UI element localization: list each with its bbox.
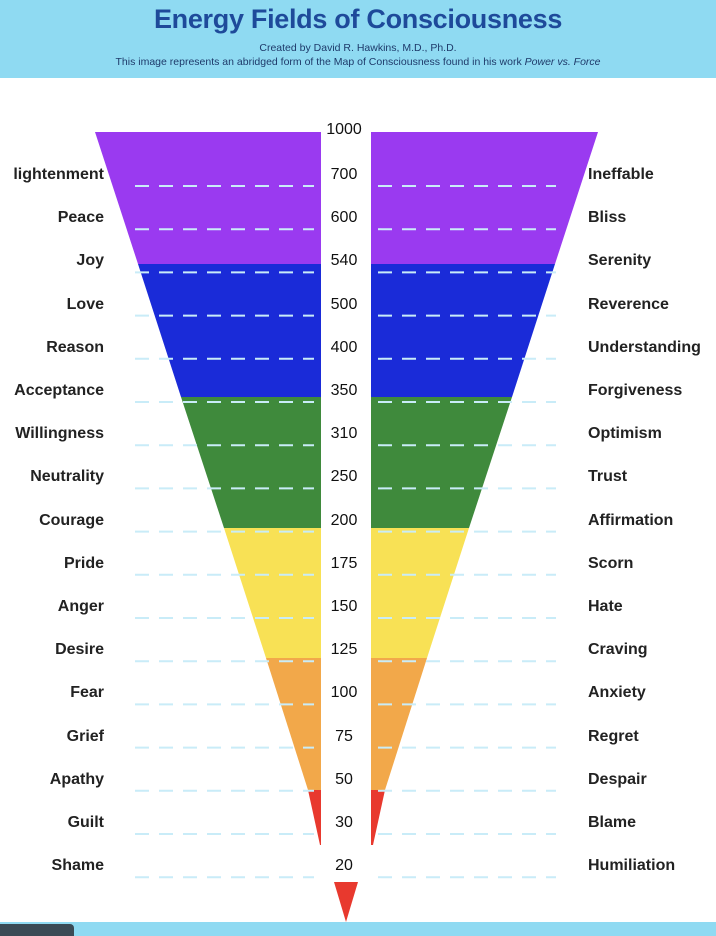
level-label-left: Reason [46, 338, 104, 356]
level-label-left: Anger [57, 598, 104, 615]
level-label-left: Courage [39, 511, 104, 529]
level-value: 250 [330, 468, 358, 486]
level-value: 500 [330, 295, 358, 313]
band-orange-left [266, 658, 321, 790]
level-label-left: Joy [76, 252, 104, 270]
band-purple-left [95, 132, 321, 264]
note-work-title: Power vs. Force [524, 56, 601, 68]
band-green-right [371, 397, 512, 528]
level-label-right: Regret [588, 727, 639, 745]
band-yellow-right [371, 528, 469, 658]
level-label-left: Willingness [15, 425, 104, 443]
subtitle-note: This image represents an abridged form o… [0, 56, 716, 68]
level-label-right: Optimism [588, 425, 662, 443]
level-label-right: Ineffable [588, 166, 654, 183]
page-title: Energy Fields of Consciousness [153, 4, 563, 34]
level-value: 50 [335, 770, 353, 788]
subtitle-credit: Created by David R. Hawkins, M.D., Ph.D. [259, 42, 457, 54]
level-label-right: Blame [588, 814, 637, 831]
level-label-left: Acceptance [14, 382, 104, 399]
level-value: 600 [330, 209, 358, 227]
band-orange-right [371, 658, 427, 790]
header-banner: Energy Fields of Consciousness Created b… [0, 0, 716, 78]
level-value: 350 [330, 382, 358, 399]
level-label-left: lightenment [13, 166, 104, 183]
band-blue-right [371, 264, 555, 397]
level-label-right: Humiliation [588, 857, 676, 875]
band-red-left [308, 790, 321, 845]
level-label-left: Shame [51, 857, 104, 875]
level-label-right: Understanding [588, 338, 701, 356]
level-label-left: Neutrality [30, 468, 104, 486]
band-red-right [371, 790, 385, 845]
level-label-right: Despair [588, 770, 647, 788]
level-value: 175 [330, 554, 358, 572]
band-yellow-left [224, 528, 321, 658]
level-label-left: Pride [63, 554, 104, 572]
level-label-right: Scorn [588, 554, 634, 572]
level-label-left: Peace [57, 209, 104, 227]
band-purple-right [371, 132, 598, 264]
level-label-right: Bliss [588, 209, 627, 227]
level-label-left: Love [66, 295, 104, 313]
level-label-right: Hate [588, 598, 623, 615]
level-label-right: Forgiveness [588, 382, 683, 399]
level-label-right: Affirmation [588, 511, 674, 529]
band-green-left [181, 397, 321, 528]
level-value: 310 [330, 425, 358, 443]
level-value-top: 1000 [326, 121, 362, 138]
level-label-left: Fear [70, 684, 104, 702]
level-label-left: Apathy [49, 770, 104, 788]
level-value: 540 [330, 252, 358, 270]
level-label-right: Trust [588, 468, 628, 486]
level-label-right: Serenity [588, 252, 652, 270]
level-value: 100 [330, 684, 358, 702]
level-value: 400 [330, 338, 358, 356]
level-label-left: Grief [66, 727, 104, 745]
level-label-right: Reverence [588, 295, 669, 313]
level-label-left: Desire [55, 641, 104, 659]
level-label-right: Anxiety [588, 684, 646, 702]
level-value: 125 [330, 641, 358, 659]
level-value: 75 [335, 727, 353, 745]
tip-arrow [334, 882, 358, 922]
level-value: 700 [330, 166, 358, 183]
level-label-right: Craving [588, 641, 648, 659]
level-value: 200 [330, 511, 358, 529]
level-value: 20 [335, 857, 353, 875]
footer-tab [0, 924, 74, 936]
note-prefix: This image represents an abridged form o… [115, 56, 525, 68]
level-value: 30 [335, 814, 353, 831]
level-value: 150 [330, 598, 358, 615]
level-label-left: Guilt [67, 814, 104, 831]
band-blue-left [138, 264, 321, 397]
footer-bar [0, 922, 716, 936]
